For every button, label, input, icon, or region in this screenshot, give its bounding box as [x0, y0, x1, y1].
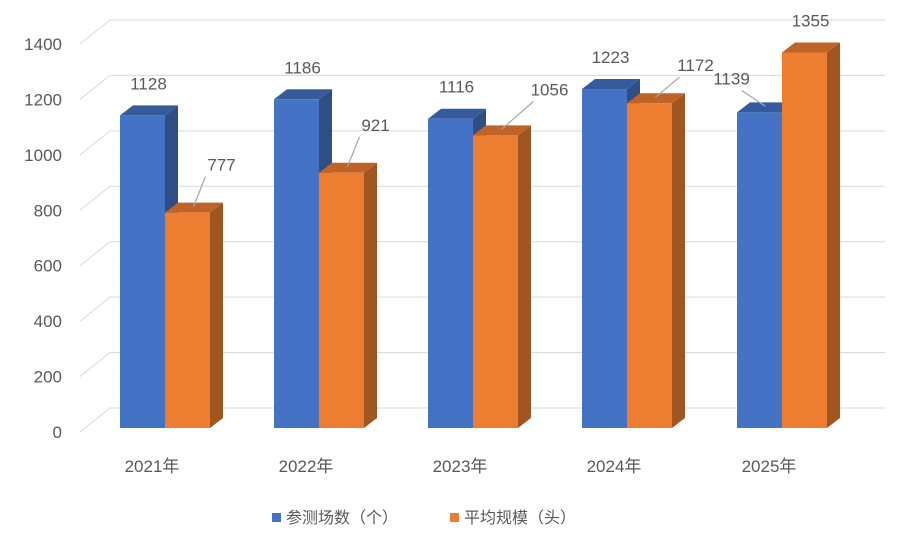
bar-top	[319, 162, 377, 173]
bar-top	[782, 42, 840, 53]
data-label: 1223	[592, 48, 630, 67]
leader-line	[192, 176, 207, 207]
bar-orange	[782, 42, 840, 428]
gridline	[79, 74, 885, 100]
bar-front	[737, 112, 782, 428]
legend-item: 平均规模（头）	[450, 509, 576, 527]
leader-line	[501, 100, 534, 130]
y-tick-label: 1200	[24, 90, 62, 109]
data-label: 1186	[284, 58, 321, 77]
leader-line	[655, 76, 680, 98]
leader-line	[741, 89, 766, 107]
legend-swatch	[272, 513, 281, 522]
bar-top	[737, 102, 795, 113]
bar-orange	[473, 125, 531, 428]
data-label: 921	[361, 116, 389, 135]
bar-side	[210, 202, 223, 428]
bar-side	[518, 125, 531, 428]
bar-orange	[319, 162, 377, 428]
leader-line	[346, 136, 361, 167]
y-tick-label: 400	[34, 312, 62, 331]
y-tick-label: 0	[53, 423, 62, 442]
x-tick-label: 2024年	[587, 457, 642, 476]
y-tick-label: 600	[34, 257, 62, 276]
data-label: 1172	[677, 56, 714, 75]
legend-label: 平均规模（头）	[464, 509, 576, 527]
bar-orange	[165, 202, 223, 428]
bar-top	[582, 79, 640, 90]
legend-item: 参测场数（个）	[272, 509, 398, 527]
data-label: 777	[207, 156, 235, 175]
bar-front	[473, 135, 518, 428]
bar-front	[782, 52, 827, 428]
y-tick-label: 1000	[24, 146, 62, 165]
y-tick-label: 800	[34, 201, 62, 220]
x-tick-label: 2025年	[742, 457, 797, 476]
x-tick-label: 2023年	[433, 457, 488, 476]
bar-front	[627, 103, 672, 428]
bar-top	[473, 125, 531, 136]
data-label: 1128	[130, 74, 167, 93]
bar-front	[120, 115, 165, 428]
bar-front	[274, 99, 319, 429]
bar-side	[672, 93, 685, 428]
bar-front	[319, 172, 364, 428]
bar-top	[274, 89, 332, 100]
data-label: 1116	[439, 78, 474, 97]
bar-side	[827, 42, 840, 428]
y-tick-label: 1400	[24, 35, 62, 54]
bar-front	[428, 118, 473, 429]
bar-top	[428, 108, 486, 119]
bar-front	[582, 89, 627, 428]
data-label: 1056	[531, 80, 569, 99]
legend-swatch	[450, 513, 459, 522]
bar-top	[165, 202, 223, 213]
legend-label: 参测场数（个）	[286, 509, 398, 527]
gridline	[79, 19, 885, 45]
bar-side	[364, 162, 377, 428]
bar-top	[627, 93, 685, 104]
data-label: 1355	[792, 11, 830, 30]
x-tick-label: 2021年	[125, 457, 180, 476]
bar-front	[165, 212, 210, 428]
x-tick-label: 2022年	[279, 457, 334, 476]
y-tick-label: 200	[34, 368, 62, 387]
bar-orange	[627, 93, 685, 428]
bar-top	[120, 105, 178, 116]
data-label: 1139	[713, 69, 750, 88]
